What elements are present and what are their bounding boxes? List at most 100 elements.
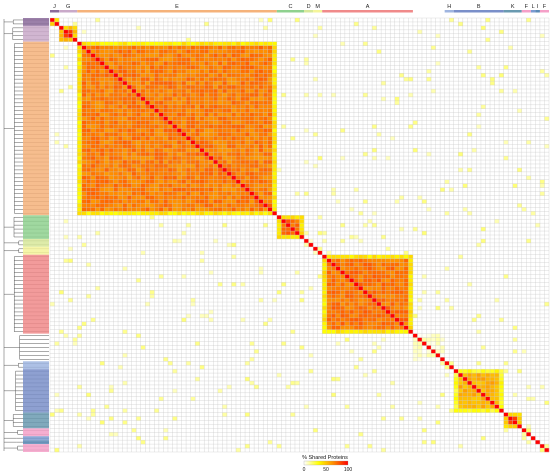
heatmap-cell bbox=[417, 416, 423, 421]
heatmap-cell bbox=[158, 211, 164, 216]
heatmap-cell bbox=[167, 163, 173, 169]
heatmap-cell bbox=[113, 85, 119, 90]
heatmap-cell bbox=[344, 286, 350, 291]
heatmap-cell bbox=[263, 191, 268, 196]
heatmap-cell bbox=[163, 203, 169, 208]
heatmap-cell bbox=[172, 77, 178, 82]
heatmap-cell bbox=[158, 195, 164, 200]
heatmap-cell bbox=[108, 175, 114, 180]
heatmap-cell bbox=[299, 219, 305, 224]
heatmap-cell bbox=[158, 49, 164, 54]
heatmap-cell bbox=[127, 171, 132, 176]
heatmap-cell bbox=[127, 167, 132, 173]
heatmap-cell bbox=[249, 41, 255, 46]
heatmap-cell bbox=[81, 29, 87, 34]
heatmap-cell bbox=[358, 309, 364, 315]
heatmap-cell bbox=[140, 45, 146, 50]
heatmap-cell bbox=[99, 144, 105, 149]
heatmap-cell bbox=[208, 171, 214, 176]
heatmap-cell bbox=[512, 183, 518, 188]
heatmap-cell bbox=[335, 286, 341, 291]
heatmap-cell bbox=[108, 211, 114, 216]
heatmap-cell bbox=[122, 175, 128, 180]
heatmap-cell bbox=[181, 191, 187, 196]
heatmap-cell bbox=[118, 160, 123, 165]
heatmap-cell bbox=[158, 163, 164, 169]
heatmap-cell bbox=[258, 156, 264, 161]
heatmap-cell bbox=[186, 77, 191, 82]
heatmap-cell bbox=[408, 313, 414, 319]
heatmap-cell bbox=[104, 152, 110, 157]
heatmap-cell bbox=[453, 377, 459, 382]
heatmap-cell bbox=[213, 207, 218, 212]
heatmap-cell bbox=[213, 81, 218, 86]
heatmap-cell bbox=[131, 144, 137, 149]
heatmap-cell bbox=[154, 163, 160, 169]
heatmap-cell bbox=[86, 73, 91, 78]
heatmap-cell bbox=[272, 61, 277, 66]
heatmap-cell bbox=[136, 416, 141, 421]
heatmap-cell bbox=[363, 41, 368, 46]
heatmap-cell bbox=[467, 282, 473, 287]
heatmap-cell bbox=[235, 132, 241, 137]
heatmap-cell bbox=[258, 57, 264, 62]
heatmap-cell bbox=[294, 231, 300, 236]
heatmap-cell bbox=[158, 199, 164, 204]
heatmap-cell bbox=[77, 116, 82, 121]
heatmap-cell bbox=[245, 100, 250, 105]
heatmap-cell bbox=[340, 238, 346, 244]
heatmap-cell bbox=[122, 207, 128, 212]
heatmap-cell bbox=[217, 160, 223, 165]
heatmap-cell bbox=[226, 77, 232, 82]
heatmap-cell bbox=[526, 440, 532, 445]
group-side-bar bbox=[23, 440, 49, 445]
heatmap-cell bbox=[154, 160, 160, 165]
heatmap-cell bbox=[417, 357, 423, 362]
heatmap-cell bbox=[263, 77, 268, 82]
heatmap-cell bbox=[136, 203, 141, 208]
heatmap-cell bbox=[403, 321, 409, 326]
heatmap-cell bbox=[290, 231, 296, 236]
heatmap-cell bbox=[140, 211, 146, 216]
heatmap-cell bbox=[204, 92, 209, 98]
heatmap-cell bbox=[412, 227, 418, 232]
heatmap-cell bbox=[81, 195, 87, 200]
heatmap-cell bbox=[235, 199, 241, 204]
heatmap-cell bbox=[231, 144, 237, 149]
heatmap-cell bbox=[254, 179, 259, 184]
heatmap-cell bbox=[154, 408, 160, 413]
heatmap-cell bbox=[81, 89, 87, 94]
heatmap-cell bbox=[158, 183, 164, 188]
heatmap-cell bbox=[204, 203, 209, 208]
heatmap-cell bbox=[322, 274, 327, 279]
heatmap-cell bbox=[81, 152, 87, 157]
heatmap-cell bbox=[349, 290, 355, 295]
heatmap-cell bbox=[122, 191, 128, 196]
heatmap-cell bbox=[186, 73, 191, 78]
heatmap-cell bbox=[381, 302, 386, 307]
heatmap-cell bbox=[240, 112, 246, 117]
heatmap-cell bbox=[108, 124, 114, 129]
heatmap-cell bbox=[99, 81, 105, 86]
heatmap-cell bbox=[390, 317, 395, 322]
heatmap-cell bbox=[77, 167, 82, 173]
heatmap-cell bbox=[526, 140, 532, 145]
heatmap-cell bbox=[99, 361, 105, 366]
heatmap-cell bbox=[272, 195, 277, 200]
heatmap-cell bbox=[317, 246, 323, 251]
heatmap-cell bbox=[145, 53, 150, 58]
heatmap-cell bbox=[508, 424, 513, 429]
heatmap-cell bbox=[340, 258, 346, 263]
heatmap-cell bbox=[199, 140, 205, 145]
heatmap-cell bbox=[376, 132, 382, 137]
heatmap-cell bbox=[190, 187, 196, 192]
heatmap-cell bbox=[385, 278, 391, 283]
heatmap-cell bbox=[104, 144, 110, 149]
heatmap-cell bbox=[240, 61, 246, 66]
heatmap-cell bbox=[249, 65, 255, 70]
heatmap-cell bbox=[127, 65, 132, 70]
heatmap-cell bbox=[204, 104, 209, 109]
heatmap-cell bbox=[245, 96, 250, 102]
heatmap-cell bbox=[222, 92, 228, 98]
heatmap-cell bbox=[140, 53, 146, 58]
